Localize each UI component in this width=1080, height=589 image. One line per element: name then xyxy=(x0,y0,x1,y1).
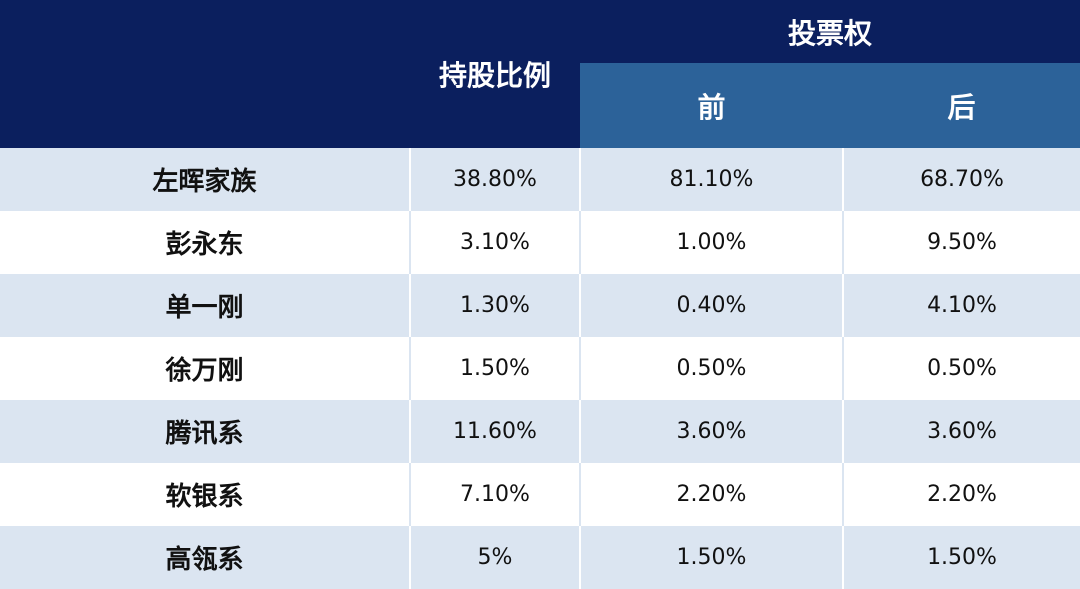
header-cell: 持股比例 xyxy=(410,0,580,148)
table-row: 单一刚 1.30% 0.40% 4.10% xyxy=(0,274,1080,337)
table-row: 徐万刚 1.50% 0.50% 0.50% xyxy=(0,337,1080,400)
header-cell: 前 xyxy=(580,63,843,148)
cell: 1.30% xyxy=(410,274,581,337)
cell: 1.00% xyxy=(580,211,844,274)
table-row: 软银系 7.10% 2.20% 2.20% xyxy=(0,463,1080,526)
cell: 3.10% xyxy=(410,211,581,274)
cell: 2.20% xyxy=(580,463,844,526)
corner-cell xyxy=(0,0,410,148)
table-row: 左晖家族 38.80% 81.10% 68.70% xyxy=(0,148,1080,211)
row-label: 彭永东 xyxy=(0,211,411,274)
cell: 3.60% xyxy=(580,400,844,463)
row-label: 单一刚 xyxy=(0,274,411,337)
cell: 0.50% xyxy=(843,337,1080,400)
cell: 1.50% xyxy=(580,526,844,589)
table-body: 左晖家族 38.80% 81.10% 68.70% 彭永东 3.10% 1.00% 9.50%… xyxy=(0,148,1080,589)
table-row: 彭永东 3.10% 1.00% 9.50% xyxy=(0,211,1080,274)
header-group-cell: 投票权 xyxy=(580,0,1080,63)
cell: 1.50% xyxy=(410,337,581,400)
cell: 38.80% xyxy=(410,148,581,211)
cell: 7.10% xyxy=(410,463,581,526)
cell: 0.40% xyxy=(580,274,844,337)
cell: 9.50% xyxy=(843,211,1080,274)
row-label: 左晖家族 xyxy=(0,148,411,211)
table-row: 高瓴系 5% 1.50% 1.50% xyxy=(0,526,1080,589)
cell: 68.70% xyxy=(843,148,1080,211)
cell: 4.10% xyxy=(843,274,1080,337)
table-row: 腾讯系 11.60% 3.60% 3.60% xyxy=(0,400,1080,463)
cell: 11.60% xyxy=(410,400,581,463)
cell: 5% xyxy=(410,526,581,589)
cell: 3.60% xyxy=(843,400,1080,463)
cell: 0.50% xyxy=(580,337,844,400)
row-label: 徐万刚 xyxy=(0,337,411,400)
cell: 1.50% xyxy=(843,526,1080,589)
row-label: 腾讯系 xyxy=(0,400,411,463)
cell: 2.20% xyxy=(843,463,1080,526)
header-cell: 后 xyxy=(843,63,1080,148)
row-label: 软银系 xyxy=(0,463,411,526)
row-label: 高瓴系 xyxy=(0,526,411,589)
cell: 81.10% xyxy=(580,148,844,211)
